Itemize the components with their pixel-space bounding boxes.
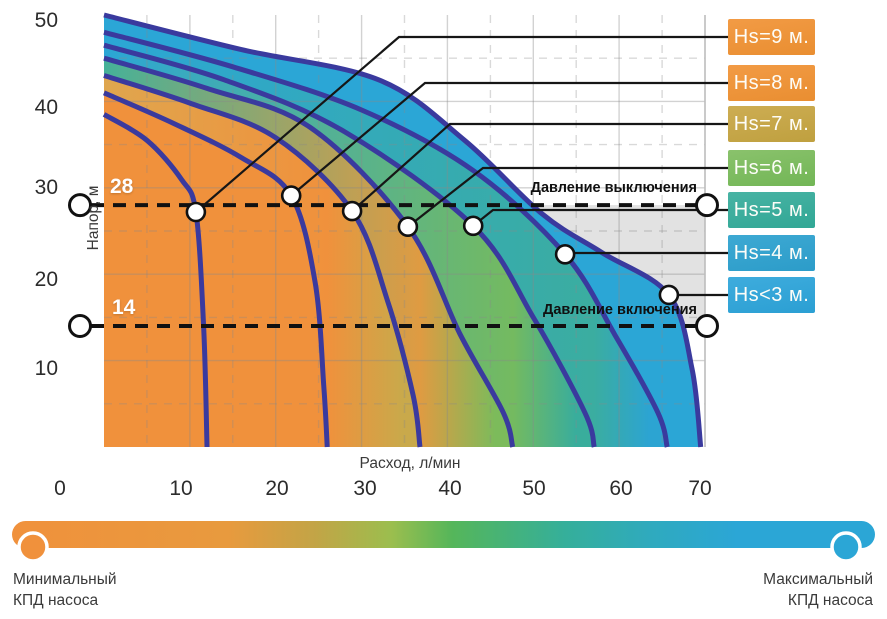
- x-tick-label-0: 0: [54, 477, 66, 500]
- legend-item-5: Hs=4 м.: [728, 235, 815, 271]
- band-5: [104, 32, 668, 448]
- efficiency-max-label: Максимальный КПД насоса: [763, 569, 873, 611]
- pressure-endpoint-circle-2: [68, 314, 92, 338]
- efficiency-max-dot: [830, 531, 862, 563]
- x-tick-label-60: 60: [609, 477, 633, 500]
- legend-item-label: Hs=9 м.: [733, 25, 810, 48]
- x-tick-label-40: 40: [438, 477, 462, 500]
- x-tick-label-20: 20: [265, 477, 289, 500]
- cutout-pressure-label: Давление выключения: [530, 180, 697, 196]
- efficiency-gradient-bar: [12, 521, 875, 548]
- efficiency-min-label: Минимальный КПД насоса: [13, 569, 117, 611]
- pressure-endpoint-circle-1: [695, 193, 719, 218]
- cutin-pressure-value: 14: [112, 296, 136, 319]
- legend-item-4: Hs=5 м.: [728, 192, 815, 228]
- curve-marker-1: [280, 185, 302, 206]
- curve-Hs5: [103, 42, 597, 448]
- efficiency-min-dot: [17, 531, 49, 563]
- band-2: [104, 75, 420, 447]
- y-tick-label-20: 20: [34, 268, 58, 291]
- y-axis-title: Напор, м: [85, 185, 102, 251]
- legend-connector-3: [407, 166, 728, 228]
- band-3: [104, 58, 513, 447]
- band-4: [104, 45, 595, 447]
- y-tick-label-50: 50: [34, 9, 58, 32]
- legend-item-3: Hs=6 м.: [728, 150, 815, 186]
- legend-item-label: Hs=4 м.: [733, 241, 810, 264]
- curve-marker-5: [554, 244, 576, 265]
- pressure-endpoint-circle-3: [695, 314, 719, 338]
- band-1: [104, 92, 328, 448]
- legend-item-label: Hs=7 м.: [733, 112, 810, 135]
- curve-marker-0: [185, 201, 207, 223]
- legend-item-6: Hs<3 м.: [728, 277, 815, 313]
- y-tick-label-40: 40: [34, 96, 58, 119]
- x-tick-label-50: 50: [522, 477, 546, 500]
- x-tick-label-30: 30: [353, 477, 377, 500]
- legend-connector-0: [195, 35, 728, 213]
- curve-Hs6: [103, 55, 516, 448]
- x-tick-label-70: 70: [688, 477, 712, 500]
- efficiency-max-label-line2: КПД насоса: [787, 592, 873, 609]
- curve-marker-6: [658, 284, 680, 306]
- curve-Hs4: [103, 29, 670, 448]
- legend-item-2: Hs=7 м.: [728, 106, 815, 142]
- x-tick-label-10: 10: [169, 477, 193, 500]
- curve-marker-3: [397, 216, 419, 237]
- y-tick-label-30: 30: [34, 176, 58, 199]
- x-axis-title: Расход, л/мин: [359, 455, 461, 472]
- efficiency-min-label-line2: КПД насоса: [13, 592, 99, 609]
- legend-item-1: Hs=8 м.: [728, 65, 815, 101]
- efficiency-max-label-line1: Максимальный: [763, 571, 873, 588]
- cutin-pressure-label: Давление включения: [543, 302, 697, 318]
- grid: [104, 15, 706, 447]
- legend-connector-1: [290, 81, 728, 197]
- curve-marker-4: [462, 215, 484, 237]
- legend-connector-2: [351, 122, 728, 212]
- efficiency-min-label-line1: Минимальный: [13, 571, 117, 588]
- legend-item-label: Hs=8 м.: [733, 71, 810, 94]
- cutout-pressure-value: 28: [110, 175, 134, 198]
- curve-Hs<3: [103, 12, 704, 448]
- legend-item-label: Hs<3 м.: [733, 283, 810, 306]
- pressure-endpoint-circle-0: [68, 193, 92, 218]
- legend-item-label: Hs=5 м.: [733, 198, 810, 221]
- legend-item-label: Hs=6 м.: [733, 156, 810, 179]
- legend-item-0: Hs=9 м.: [728, 19, 815, 55]
- band-under-hs9: [104, 114, 207, 448]
- curve-marker-2: [341, 200, 363, 222]
- y-tick-label-10: 10: [34, 357, 58, 380]
